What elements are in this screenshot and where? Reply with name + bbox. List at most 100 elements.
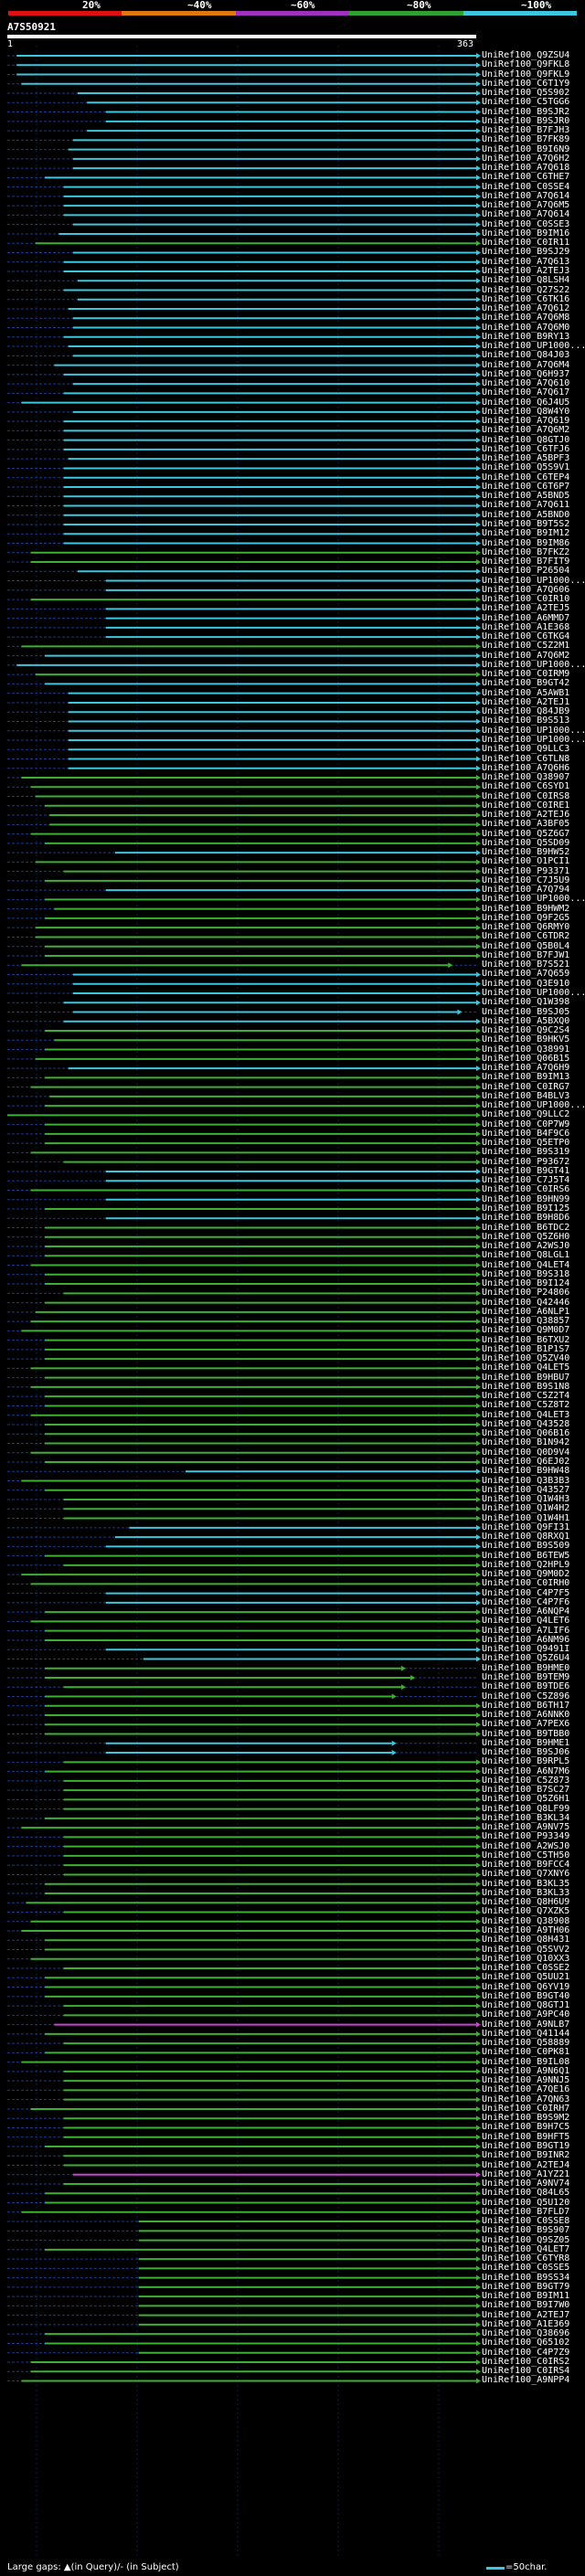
hit-label-link[interactable]: UniRef100_B9SJ06 — [482, 1747, 570, 1758]
hit-label-link[interactable]: UniRef100_B9S318 — [482, 1268, 570, 1279]
hit-label-link[interactable]: UniRef100_A5BPF3 — [482, 453, 570, 464]
hit-label-link[interactable]: UniRef100_Q38991 — [482, 1044, 570, 1055]
hit-label-link[interactable]: UniRef100_Q8RXQ1 — [482, 1532, 570, 1542]
hit-label-link[interactable]: UniRef100_B9HME0 — [482, 1662, 570, 1673]
hit-label-link[interactable]: UniRef100_B4BLV3 — [482, 1090, 570, 1101]
hit-label-link[interactable]: UniRef100_Q5S902 — [482, 88, 570, 99]
hit-label-link[interactable]: UniRef100_A7Q614 — [482, 190, 570, 201]
hit-label-link[interactable]: UniRef100_A9TH06 — [482, 1925, 570, 1935]
hit-label-link[interactable]: UniRef100_A7Q6M2 — [482, 425, 570, 436]
hit-label-link[interactable]: UniRef100_C0IR11 — [482, 238, 570, 249]
hit-label-link[interactable]: UniRef100_B9GT19 — [482, 2140, 570, 2151]
hit-label-link[interactable]: UniRef100_A9NV74 — [482, 2178, 570, 2189]
hit-label-link[interactable]: UniRef100_Q9ZSU4 — [482, 50, 570, 60]
hit-label-link[interactable]: UniRef100_B9IM13 — [482, 1072, 570, 1083]
hit-label-link[interactable]: UniRef100_Q4LET7 — [482, 2243, 570, 2254]
hit-label-link[interactable]: UniRef100_A9NPP4 — [482, 2375, 570, 2386]
hit-label-link[interactable]: UniRef100_B7S521 — [482, 959, 570, 970]
hit-label-link[interactable]: UniRef100_Q43528 — [482, 1418, 570, 1429]
hit-label-link[interactable]: UniRef100_A5BND0 — [482, 509, 570, 520]
hit-label-link[interactable]: UniRef100_C0IR10 — [482, 594, 570, 605]
hit-label-link[interactable]: UniRef100_C0SSE5 — [482, 2263, 570, 2274]
hit-label-link[interactable]: UniRef100_A2TEJ3 — [482, 265, 570, 276]
hit-label-link[interactable]: UniRef100_Q8W4Y0 — [482, 406, 570, 417]
hit-label-link[interactable]: UniRef100_C5Z873 — [482, 1775, 570, 1786]
hit-label-link[interactable]: UniRef100_Q38907 — [482, 772, 570, 783]
hit-label-link[interactable]: UniRef100_Q5SVV2 — [482, 1944, 570, 1955]
hit-label-link[interactable]: UniRef100_Q2HPL9 — [482, 1559, 570, 1570]
hit-label-link[interactable]: UniRef100_Q5ZV40 — [482, 1353, 570, 1364]
hit-label-link[interactable]: UniRef100_B9S9M2 — [482, 2113, 570, 2124]
hit-label-link[interactable]: UniRef100_B4F9C6 — [482, 1128, 570, 1139]
hit-label-link[interactable]: UniRef100_Q41144 — [482, 2028, 570, 2039]
hit-label-link[interactable]: UniRef100_Q9FI31 — [482, 1521, 570, 1532]
hit-label-link[interactable]: UniRef100_UP1000... — [482, 1100, 585, 1111]
hit-label-link[interactable]: UniRef100_C5Z8T2 — [482, 1400, 570, 1411]
hit-label-link[interactable]: UniRef100_Q5B0L4 — [482, 940, 570, 951]
hit-label-link[interactable]: UniRef100_Q6H937 — [482, 368, 570, 379]
hit-label-link[interactable]: UniRef100_A2WSJ0 — [482, 1241, 570, 1252]
hit-label-link[interactable]: UniRef100_A5AWB1 — [482, 687, 570, 698]
hit-label-link[interactable]: UniRef100_Q4LET6 — [482, 1616, 570, 1627]
hit-label-link[interactable]: UniRef100_Q9LLC2 — [482, 1109, 570, 1120]
hit-label-link[interactable]: UniRef100_C0IRS8 — [482, 790, 570, 801]
hit-label-link[interactable]: UniRef100_B9S907 — [482, 2225, 570, 2236]
hit-label-link[interactable]: UniRef100_A7Q6H2 — [482, 153, 570, 164]
hit-label-link[interactable]: UniRef100_A7LIF6 — [482, 1625, 570, 1636]
hit-label-link[interactable]: UniRef100_B9HFT5 — [482, 2131, 570, 2142]
hit-label-link[interactable]: UniRef100_P24806 — [482, 1288, 570, 1299]
hit-label-link[interactable]: UniRef100_Q5Z6U4 — [482, 1653, 570, 1664]
hit-label-link[interactable]: UniRef100_B9T5S2 — [482, 519, 570, 529]
hit-label-link[interactable]: UniRef100_C6T6P7 — [482, 481, 570, 492]
hit-label-link[interactable]: UniRef100_Q42446 — [482, 1297, 570, 1308]
hit-label-link[interactable]: UniRef100_Q5ETP0 — [482, 1138, 570, 1149]
hit-label-link[interactable]: UniRef100_Q65102 — [482, 2337, 570, 2348]
hit-label-link[interactable]: UniRef100_A6NLP1 — [482, 1306, 570, 1317]
hit-label-link[interactable]: UniRef100_B9S319 — [482, 1147, 570, 1158]
hit-label-link[interactable]: UniRef100_Q3B3B3 — [482, 1475, 570, 1486]
hit-label-link[interactable]: UniRef100_Q84JB9 — [482, 706, 570, 717]
hit-label-link[interactable]: UniRef100_A9PC40 — [482, 2009, 570, 2020]
hit-label-link[interactable]: UniRef100_A7Q614 — [482, 209, 570, 220]
hit-label-link[interactable]: UniRef100_B3KL34 — [482, 1812, 570, 1823]
hit-label-link[interactable]: UniRef100_Q4LET3 — [482, 1409, 570, 1420]
hit-label-link[interactable]: UniRef100_A7Q6M5 — [482, 200, 570, 211]
hit-label-link[interactable]: UniRef100_Q38696 — [482, 2328, 570, 2339]
hit-label-link[interactable]: UniRef100_C6THE7 — [482, 172, 570, 183]
hit-label-link[interactable]: UniRef100_B9S509 — [482, 1541, 570, 1552]
hit-label-link[interactable]: UniRef100_B9GT41 — [482, 1165, 570, 1176]
hit-label-link[interactable]: UniRef100_B6TEW5 — [482, 1550, 570, 1561]
hit-label-link[interactable]: UniRef100_Q8H431 — [482, 1935, 570, 1945]
hit-label-link[interactable]: UniRef100_Q0D9V4 — [482, 1447, 570, 1458]
hit-label-link[interactable]: UniRef100_B9TEM9 — [482, 1671, 570, 1682]
hit-label-link[interactable]: UniRef100_C0IRH0 — [482, 1578, 570, 1589]
hit-label-link[interactable]: UniRef100_C0IRS4 — [482, 2366, 570, 2377]
hit-label-link[interactable]: UniRef100_B9I124 — [482, 1278, 570, 1289]
hit-label-link[interactable]: UniRef100_B9RY13 — [482, 331, 570, 342]
hit-label-link[interactable]: UniRef100_P93371 — [482, 865, 570, 876]
hit-label-link[interactable]: UniRef100_A7PEX6 — [482, 1719, 570, 1730]
hit-label-link[interactable]: UniRef100_C0SSE3 — [482, 218, 570, 229]
hit-label-link[interactable]: UniRef100_A7Q612 — [482, 303, 570, 314]
hit-label-link[interactable]: UniRef100_C5Z896 — [482, 1691, 570, 1701]
hit-label-link[interactable]: UniRef100_Q5Z6H1 — [482, 1794, 570, 1805]
hit-label-link[interactable]: UniRef100_B9I6N9 — [482, 143, 570, 154]
hit-label-link[interactable]: UniRef100_B9SJ05 — [482, 1006, 570, 1017]
hit-label-link[interactable]: UniRef100_A7Q611 — [482, 500, 570, 511]
hit-label-link[interactable]: UniRef100_Q1W398 — [482, 997, 570, 1008]
hit-label-link[interactable]: UniRef100_B9S1N8 — [482, 1381, 570, 1392]
hit-label-link[interactable]: UniRef100_Q9FKL8 — [482, 59, 570, 70]
hit-label-link[interactable]: UniRef100_Q1W4H1 — [482, 1512, 570, 1523]
hit-label-link[interactable]: UniRef100_A7Q6M2 — [482, 650, 570, 661]
hit-label-link[interactable]: UniRef100_A7Q6M8 — [482, 313, 570, 323]
hit-label-link[interactable]: UniRef100_Q9C2S4 — [482, 1025, 570, 1036]
hit-label-link[interactable]: UniRef100_B9H8D6 — [482, 1213, 570, 1224]
hit-label-link[interactable]: UniRef100_Q84L65 — [482, 2188, 570, 2199]
hit-label-link[interactable]: UniRef100_B9S513 — [482, 716, 570, 726]
hit-label-link[interactable]: UniRef100_A2TEJ6 — [482, 810, 570, 821]
hit-label-link[interactable]: UniRef100_A7Q6H9 — [482, 1063, 570, 1074]
hit-label-link[interactable]: UniRef100_Q5SD09 — [482, 837, 570, 848]
hit-label-link[interactable]: UniRef100_Q5U120 — [482, 2197, 570, 2208]
hit-label-link[interactable]: UniRef100_P93672 — [482, 1156, 570, 1167]
hit-label-link[interactable]: UniRef100_B3KL33 — [482, 1887, 570, 1898]
